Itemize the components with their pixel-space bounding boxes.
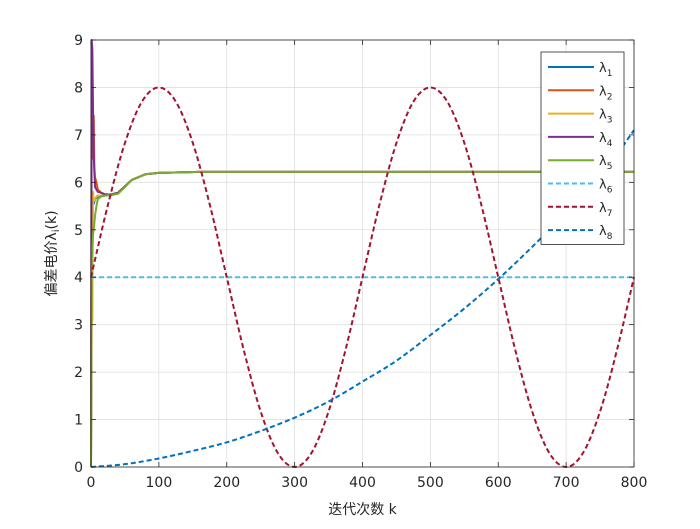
x-tick-label: 400 bbox=[349, 475, 376, 491]
y-label-prefix: 偏差电价 bbox=[44, 241, 60, 297]
legend-label-7: λ7 bbox=[599, 201, 612, 219]
legend-label-3: λ3 bbox=[599, 108, 612, 126]
x-tick-label: 500 bbox=[417, 475, 444, 491]
legend-box bbox=[540, 51, 625, 245]
x-tick-label: 200 bbox=[213, 475, 240, 491]
legend-label-5: λ5 bbox=[599, 154, 612, 172]
x-tick-label: 0 bbox=[87, 475, 96, 491]
legend-label-6: λ6 bbox=[599, 178, 613, 196]
legend-label-8: λ8 bbox=[599, 224, 613, 242]
legend: λ1 λ2 λ3 λ4 λ5 λ6 λ7 λ8 bbox=[540, 51, 625, 245]
y-tick-label: 0 bbox=[74, 460, 83, 476]
y-tick-label: 3 bbox=[74, 318, 83, 334]
legend-label-1: λ1 bbox=[599, 61, 612, 79]
y-tick-label: 6 bbox=[74, 175, 83, 191]
y-tick-label: 1 bbox=[74, 413, 83, 429]
x-tick-label: 300 bbox=[281, 475, 308, 491]
y-label-subscript: i bbox=[51, 229, 62, 232]
y-tick-label: 5 bbox=[74, 223, 83, 239]
y-tick-label: 4 bbox=[74, 270, 83, 286]
legend-label-4: λ4 bbox=[599, 131, 613, 149]
legend-label-2: λ2 bbox=[599, 84, 612, 102]
y-label-suffix: (k) bbox=[44, 210, 60, 229]
y-tick-label: 7 bbox=[74, 128, 83, 144]
x-tick-label: 800 bbox=[621, 475, 648, 491]
x-tick-label: 600 bbox=[485, 475, 512, 491]
y-tick-label: 2 bbox=[74, 365, 83, 381]
series-line-7 bbox=[90, 86, 635, 469]
y-axis-label: 偏差电价λi(k) bbox=[44, 210, 62, 296]
x-tick-label: 700 bbox=[553, 475, 580, 491]
x-axis-label: 迭代次数 k bbox=[328, 502, 397, 518]
axis-ticks: 0 100 200 300 400 500 600 700 800 0 1 2 3 4 5 6 7 8 9 bbox=[74, 33, 647, 491]
x-tick-label: 100 bbox=[146, 475, 173, 491]
y-tick-label: 8 bbox=[74, 80, 83, 96]
y-tick-label: 9 bbox=[74, 33, 83, 49]
y-label-symbol: λ bbox=[44, 232, 60, 240]
